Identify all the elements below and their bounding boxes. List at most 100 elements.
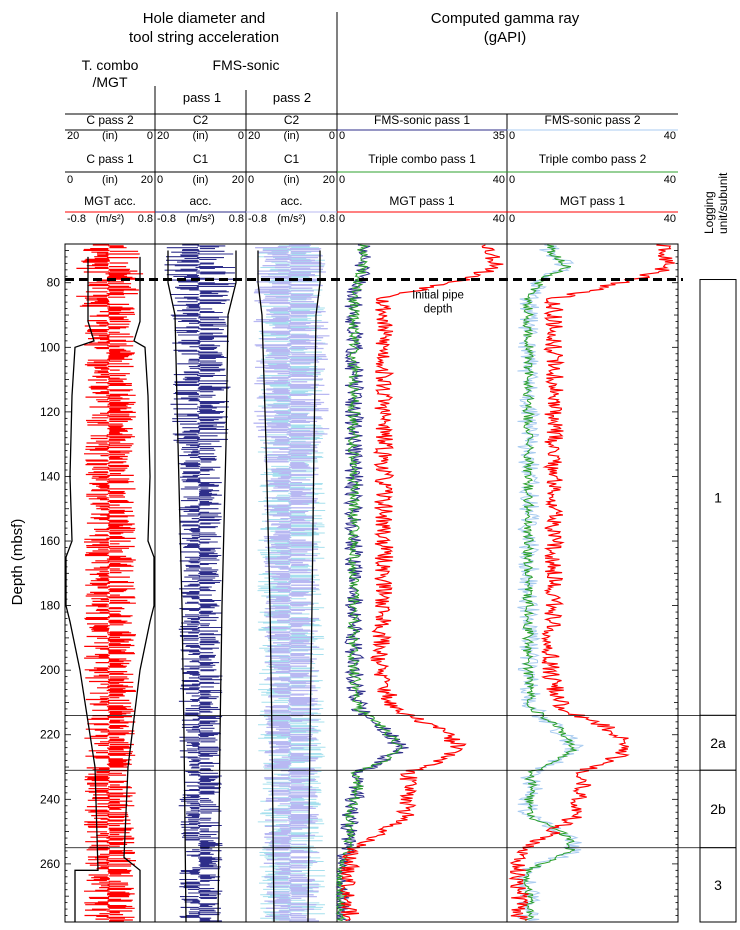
- curve-scale-unit: (m/s²): [277, 213, 306, 225]
- caliper-curve: [123, 256, 155, 922]
- y-axis-tick-label: 220: [40, 728, 60, 742]
- y-axis-tick-label: 80: [47, 276, 61, 290]
- curve-scale-max: 0: [329, 130, 335, 142]
- curve-header-name: FMS-sonic pass 1: [374, 113, 470, 127]
- tool-title-pass1: pass 1: [183, 90, 221, 105]
- curve-scale-max: 20: [232, 174, 244, 186]
- curve-scale-min: 0: [248, 174, 254, 186]
- curve-header-name: MGT pass 1: [560, 194, 625, 208]
- unit-label: 2a: [710, 735, 726, 751]
- curve-scale-max: 0: [238, 130, 244, 142]
- curve-scale-min: -0.8: [157, 213, 176, 225]
- curve-scale-min: -0.8: [67, 213, 86, 225]
- curve-scale-min: 20: [67, 130, 79, 142]
- group-title-gamma-line1: Computed gamma ray: [431, 10, 580, 27]
- curve-scale-min: -0.8: [248, 213, 267, 225]
- curve-scale-max: 40: [664, 130, 676, 142]
- gamma-ray-trace: [335, 244, 409, 922]
- curve-scale-min: 0: [339, 213, 345, 225]
- curve-scale-min: 0: [339, 130, 345, 142]
- curve-scale-unit: (in): [102, 174, 118, 186]
- curve-scale-min: 0: [509, 174, 515, 186]
- curve-scale-max: 20: [323, 174, 335, 186]
- curve-header-name: C1: [284, 152, 300, 166]
- curve-header-name: acc.: [280, 194, 302, 208]
- curve-scale-max: 0.8: [320, 213, 335, 225]
- curve-header-name: C2: [284, 113, 300, 127]
- curve-scale-max: 0: [147, 130, 153, 142]
- caliper-curve: [167, 250, 187, 923]
- curve-scale-unit: (in): [102, 130, 118, 142]
- tool-title-pass2: pass 2: [273, 90, 311, 105]
- curve-header-name: FMS-sonic pass 2: [544, 113, 640, 127]
- curve-header-name: C1: [193, 152, 209, 166]
- gamma-ray-trace: [335, 244, 403, 922]
- y-axis-tick-label: 140: [40, 469, 60, 483]
- y-axis-tick-label: 160: [40, 534, 60, 548]
- curve-scale-min: 20: [157, 130, 169, 142]
- curve-scale-max: 20: [141, 174, 153, 186]
- y-axis-tick-label: 100: [40, 340, 60, 354]
- curve-scale-unit: (in): [284, 174, 300, 186]
- unit-box: [699, 847, 737, 923]
- curve-scale-max: 0.8: [138, 213, 153, 225]
- unit-box: [699, 714, 737, 771]
- curve-scale-unit: (in): [193, 174, 209, 186]
- y-axis-label: Depth (mbsf): [9, 519, 26, 606]
- curve-scale-max: 0.8: [229, 213, 244, 225]
- group-title-hole-line2: tool string acceleration: [129, 29, 279, 46]
- acc-trace: [76, 244, 144, 922]
- y-axis-tick-label: 180: [40, 599, 60, 613]
- curve-header-name: C2: [193, 113, 209, 127]
- annotation-pipe-depth: depth: [424, 304, 453, 316]
- curve-scale-unit: (in): [284, 130, 300, 142]
- annotation-pipe-depth: Initial pipe: [412, 290, 464, 302]
- tool-title-tcombo-line1: T. combo: [82, 57, 139, 73]
- curve-scale-min: 20: [248, 130, 260, 142]
- y-axis-tick-label: 120: [40, 405, 60, 419]
- curve-scale-max: 40: [664, 213, 676, 225]
- y-axis-tick-label: 260: [40, 857, 60, 871]
- curve-scale-min: 0: [157, 174, 163, 186]
- curve-scale-unit: (in): [193, 130, 209, 142]
- curve-scale-min: 0: [509, 213, 515, 225]
- caliper-curve: [65, 256, 99, 922]
- curve-header-name: MGT acc.: [84, 194, 136, 208]
- curve-scale-min: 0: [67, 174, 73, 186]
- curve-scale-max: 40: [493, 213, 505, 225]
- group-title-hole-line1: Hole diameter and: [143, 10, 266, 27]
- gamma-ray-trace: [521, 244, 577, 922]
- units-title: Loggingunit/subunit: [702, 172, 730, 234]
- track-frame: [336, 243, 508, 923]
- units-title-line: unit/subunit: [716, 172, 730, 234]
- curve-scale-max: 40: [493, 174, 505, 186]
- y-axis-tick-label: 200: [40, 663, 60, 677]
- caliper-curve: [257, 250, 275, 923]
- group-title-gamma-line2: (gAPI): [484, 29, 527, 46]
- unit-label: 1: [714, 489, 722, 505]
- y-axis-tick-label: 240: [40, 792, 60, 806]
- curve-scale-max: 35: [493, 130, 505, 142]
- curve-scale-unit: (m/s²): [186, 213, 215, 225]
- curve-header-name: C pass 2: [86, 113, 134, 127]
- caliper-curve: [307, 250, 321, 923]
- curve-header-name: Triple combo pass 2: [539, 152, 647, 166]
- curve-header-name: C pass 1: [86, 152, 134, 166]
- gamma-ray-trace: [339, 244, 504, 922]
- curve-scale-min: 0: [339, 174, 345, 186]
- curve-header-name: Triple combo pass 1: [368, 152, 476, 166]
- caliper-curve: [217, 250, 237, 923]
- tool-title-fms: FMS-sonic: [213, 57, 280, 73]
- track-frame: [506, 243, 679, 923]
- unit-label: 2b: [710, 801, 726, 817]
- units-title-line: Logging: [702, 191, 716, 234]
- tool-title-tcombo-line2: /MGT: [93, 74, 128, 90]
- curve-scale-unit: (m/s²): [96, 213, 125, 225]
- curve-header-name: MGT pass 1: [389, 194, 454, 208]
- gamma-ray-trace: [508, 244, 675, 921]
- unit-label: 3: [714, 877, 722, 893]
- curve-header-name: acc.: [189, 194, 211, 208]
- unit-box: [699, 279, 737, 716]
- curve-scale-min: 0: [509, 130, 515, 142]
